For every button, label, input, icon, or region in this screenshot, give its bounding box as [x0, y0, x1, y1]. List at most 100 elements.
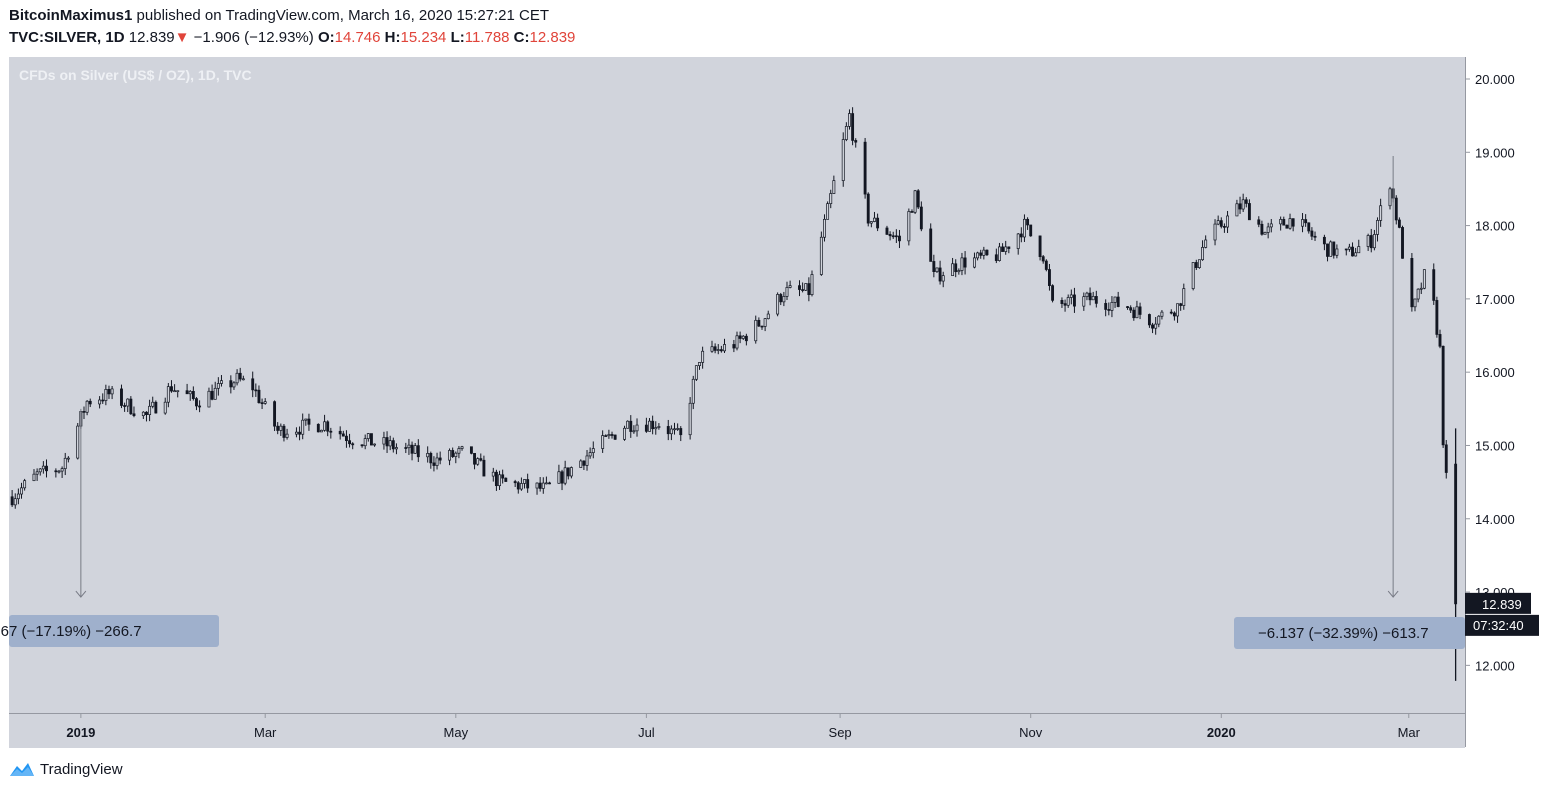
candle-body: [1026, 218, 1030, 226]
candle-body: [166, 386, 170, 403]
candle-body: [560, 471, 564, 484]
close-label: C:: [513, 29, 530, 46]
candle-body: [563, 467, 567, 484]
candle-body: [569, 467, 573, 477]
candle-body: [523, 479, 526, 484]
candle-body: [341, 433, 345, 437]
candle-body: [13, 498, 17, 506]
candle-body: [104, 389, 108, 401]
candle-body: [519, 483, 523, 490]
candle-body: [826, 203, 830, 220]
candle-body: [941, 275, 945, 282]
candle-body: [673, 428, 676, 431]
candle-body: [957, 270, 961, 273]
candle-body: [979, 252, 983, 256]
candle-body: [498, 474, 501, 487]
candles-layer: [10, 107, 1458, 681]
candle-body: [557, 471, 561, 484]
candle-body: [1157, 315, 1161, 325]
candle-body: [107, 389, 111, 395]
candle-body: [126, 398, 130, 407]
time-axis[interactable]: [9, 713, 1465, 748]
candle-body: [351, 443, 355, 446]
measure-label-box: [9, 615, 219, 647]
candle-body: [919, 206, 923, 230]
candle-body: [1016, 233, 1020, 249]
candle-body: [1257, 219, 1261, 225]
candle-body: [535, 482, 539, 489]
candle-body: [260, 402, 264, 405]
candle-body: [476, 458, 480, 465]
candle-body: [454, 452, 458, 457]
x-tick-label: Nov: [1019, 725, 1043, 740]
candle-body: [1201, 247, 1204, 261]
candle-body: [513, 481, 517, 484]
candle-body: [963, 257, 967, 268]
candle-body: [1126, 306, 1130, 308]
candle-body: [635, 424, 639, 432]
candle-body: [776, 294, 780, 315]
y-tick-label: 16.000: [1475, 365, 1515, 380]
candle-body: [657, 426, 661, 428]
candle-body: [1044, 260, 1048, 270]
candle-body: [1266, 226, 1270, 233]
candle-body: [1413, 298, 1417, 308]
candle-body: [982, 249, 986, 256]
candle-body: [654, 427, 658, 430]
candle-body: [679, 428, 683, 436]
candle-body: [998, 246, 1001, 261]
y-tick-label: 19.000: [1475, 145, 1515, 160]
candle-body: [1132, 309, 1136, 319]
last-price-tag-text: 12.839: [1482, 597, 1522, 612]
candle-body: [916, 190, 920, 208]
y-tick-label: 15.000: [1475, 438, 1515, 453]
publisher-name[interactable]: BitcoinMaximus1: [9, 7, 133, 24]
candle-body: [744, 335, 748, 342]
candle-body: [1291, 218, 1295, 227]
candle-body: [1394, 197, 1398, 221]
candle-body: [16, 493, 20, 500]
candle-body: [548, 482, 551, 485]
close-value: 12.839: [529, 29, 576, 46]
low-label: L:: [450, 29, 465, 46]
candle-body: [698, 362, 701, 366]
x-tick-label: Mar: [1398, 725, 1421, 740]
candle-body: [241, 378, 245, 381]
footer-brand[interactable]: TradingView: [9, 760, 123, 778]
candle-body: [110, 388, 114, 395]
candle-body: [482, 459, 486, 477]
y-tick-label: 18.000: [1475, 219, 1515, 234]
candle-body: [1329, 241, 1333, 257]
candle-body: [132, 413, 136, 416]
candle-body: [235, 372, 239, 384]
ohlc-line: TVC:SILVER, 1D 12.839▼ −1.906 (−12.93%) …: [9, 29, 575, 46]
y-tick-label: 20.000: [1475, 72, 1515, 87]
candle-body: [829, 193, 833, 204]
candle-body: [1082, 296, 1086, 307]
candle-body: [713, 346, 717, 351]
candle-body: [1182, 288, 1186, 306]
candle-body: [1438, 334, 1442, 347]
candle-body: [388, 440, 392, 447]
candle-body: [1410, 258, 1414, 308]
candle-body: [623, 427, 626, 440]
candle-body: [473, 452, 476, 465]
candle-body: [1048, 269, 1051, 286]
candle-body: [929, 228, 933, 262]
candle-body: [760, 325, 764, 328]
candle-body: [910, 211, 914, 213]
candle-body: [716, 349, 720, 351]
candle-body: [1151, 324, 1154, 329]
candle-body: [601, 435, 605, 449]
candle-body: [1176, 303, 1179, 317]
candle-body: [382, 437, 386, 445]
candle-body: [435, 457, 439, 466]
candle-body: [1326, 243, 1329, 257]
candle-body: [888, 234, 892, 237]
open-value: 14.746: [334, 29, 381, 46]
candle-body: [854, 140, 858, 143]
y-axis-ticks: 20.000 19.000 18.000 17.000 16.000 15.000 14.0…: [1465, 72, 1515, 673]
candle-body: [1138, 306, 1142, 315]
candle-body: [1372, 234, 1376, 249]
candle-body: [1444, 444, 1448, 473]
